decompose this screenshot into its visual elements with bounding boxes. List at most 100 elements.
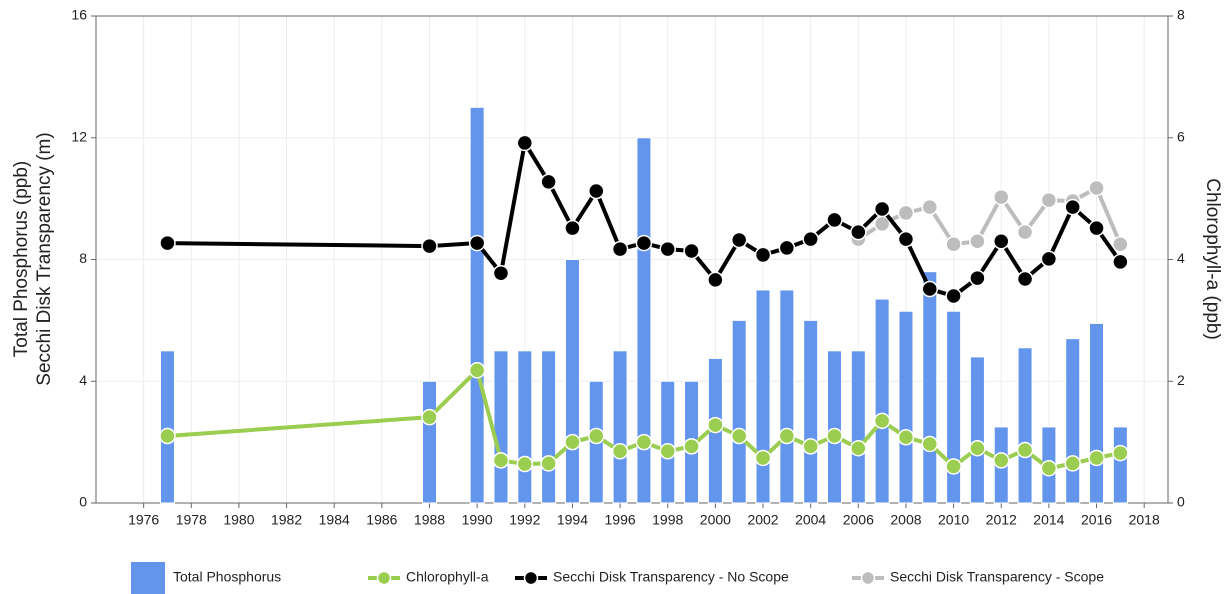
bar — [564, 259, 580, 504]
bar — [159, 350, 175, 504]
marker — [1016, 441, 1034, 459]
marker — [921, 198, 939, 216]
marker — [611, 443, 629, 460]
y-tick-label: 0 — [79, 494, 87, 510]
marker — [635, 433, 653, 451]
bar — [541, 350, 557, 504]
x-tick-label: 2014 — [1033, 512, 1064, 528]
marker — [945, 236, 962, 253]
marker — [516, 455, 534, 473]
marker — [730, 427, 748, 445]
marker — [992, 188, 1010, 206]
marker — [802, 230, 819, 248]
x-tick-label: 1992 — [509, 512, 540, 528]
marker — [1112, 253, 1129, 271]
marker — [1088, 219, 1105, 237]
bar — [850, 350, 866, 504]
marker — [897, 230, 915, 248]
marker — [588, 427, 605, 445]
y2-tick-label: 4 — [1177, 250, 1185, 266]
marker — [945, 458, 962, 475]
x-tick-label: 2016 — [1081, 512, 1112, 528]
marker — [516, 134, 534, 152]
marker — [564, 219, 581, 237]
marker — [826, 211, 843, 229]
y-axis-label: Secchi Disk Transparency (m) — [34, 132, 55, 385]
bar — [493, 350, 509, 504]
marker — [873, 200, 891, 218]
x-tick-label: 2002 — [747, 512, 778, 528]
marker — [992, 232, 1010, 250]
x-tick-label: 1980 — [223, 512, 254, 528]
marker — [421, 408, 438, 426]
plot-frame — [95, 15, 1169, 504]
marker — [683, 242, 700, 260]
bar — [422, 380, 438, 504]
legend-swatch — [131, 562, 165, 594]
legend-swatch — [376, 570, 392, 586]
marker — [1088, 179, 1105, 197]
x-tick-label: 1982 — [271, 512, 302, 528]
legend-label: Secchi Disk Transparency - No Scope — [553, 569, 789, 585]
legend-swatch — [860, 570, 876, 586]
x-tick-label: 1976 — [128, 512, 159, 528]
bar — [755, 289, 771, 504]
marker — [802, 438, 819, 455]
marker — [921, 280, 939, 298]
bar — [517, 350, 533, 504]
y2-tick-label: 2 — [1177, 372, 1185, 388]
marker — [921, 435, 939, 453]
x-tick-label: 1994 — [557, 512, 588, 528]
marker — [778, 239, 796, 257]
x-tick-label: 2000 — [700, 512, 731, 528]
marker — [850, 439, 867, 457]
marker — [540, 173, 557, 191]
bar — [1112, 426, 1128, 504]
marker — [1040, 191, 1058, 209]
y-tick-label: 4 — [79, 372, 87, 388]
marker — [754, 246, 772, 264]
marker — [468, 234, 486, 252]
bar — [636, 137, 652, 504]
y-axis-label: Total Phosphorus (ppb) — [11, 161, 32, 357]
marker — [730, 231, 748, 249]
marker — [1088, 449, 1105, 467]
y-tick-label: 16 — [71, 7, 87, 23]
marker — [540, 455, 557, 472]
marker — [873, 412, 891, 430]
bar — [612, 350, 628, 504]
bar — [969, 356, 985, 504]
legend-swatch — [523, 570, 539, 586]
x-tick-label: 2004 — [795, 512, 826, 528]
bar — [779, 289, 795, 504]
x-tick-label: 2006 — [843, 512, 874, 528]
marker — [421, 237, 438, 255]
marker — [588, 182, 605, 200]
marker — [850, 223, 867, 241]
marker — [492, 264, 510, 282]
bar — [1065, 338, 1081, 504]
bar — [660, 380, 676, 504]
y-tick-label: 12 — [71, 128, 87, 144]
legend-label: Secchi Disk Transparency - Scope — [890, 569, 1104, 585]
marker — [897, 429, 915, 446]
marker — [1016, 223, 1034, 241]
marker — [778, 427, 796, 445]
bar — [874, 298, 890, 504]
marker — [945, 287, 962, 305]
marker — [159, 427, 176, 445]
x-tick-label: 2012 — [986, 512, 1017, 528]
marker — [969, 269, 986, 287]
bar — [803, 319, 819, 504]
x-tick-label: 1986 — [366, 512, 397, 528]
y2-tick-label: 0 — [1177, 494, 1185, 510]
marker — [659, 240, 676, 258]
marker — [492, 452, 510, 469]
marker — [707, 271, 724, 289]
bar — [922, 271, 938, 504]
marker — [564, 433, 581, 451]
marker — [159, 234, 176, 252]
marker — [1064, 198, 1081, 216]
y2-tick-label: 6 — [1177, 128, 1185, 144]
